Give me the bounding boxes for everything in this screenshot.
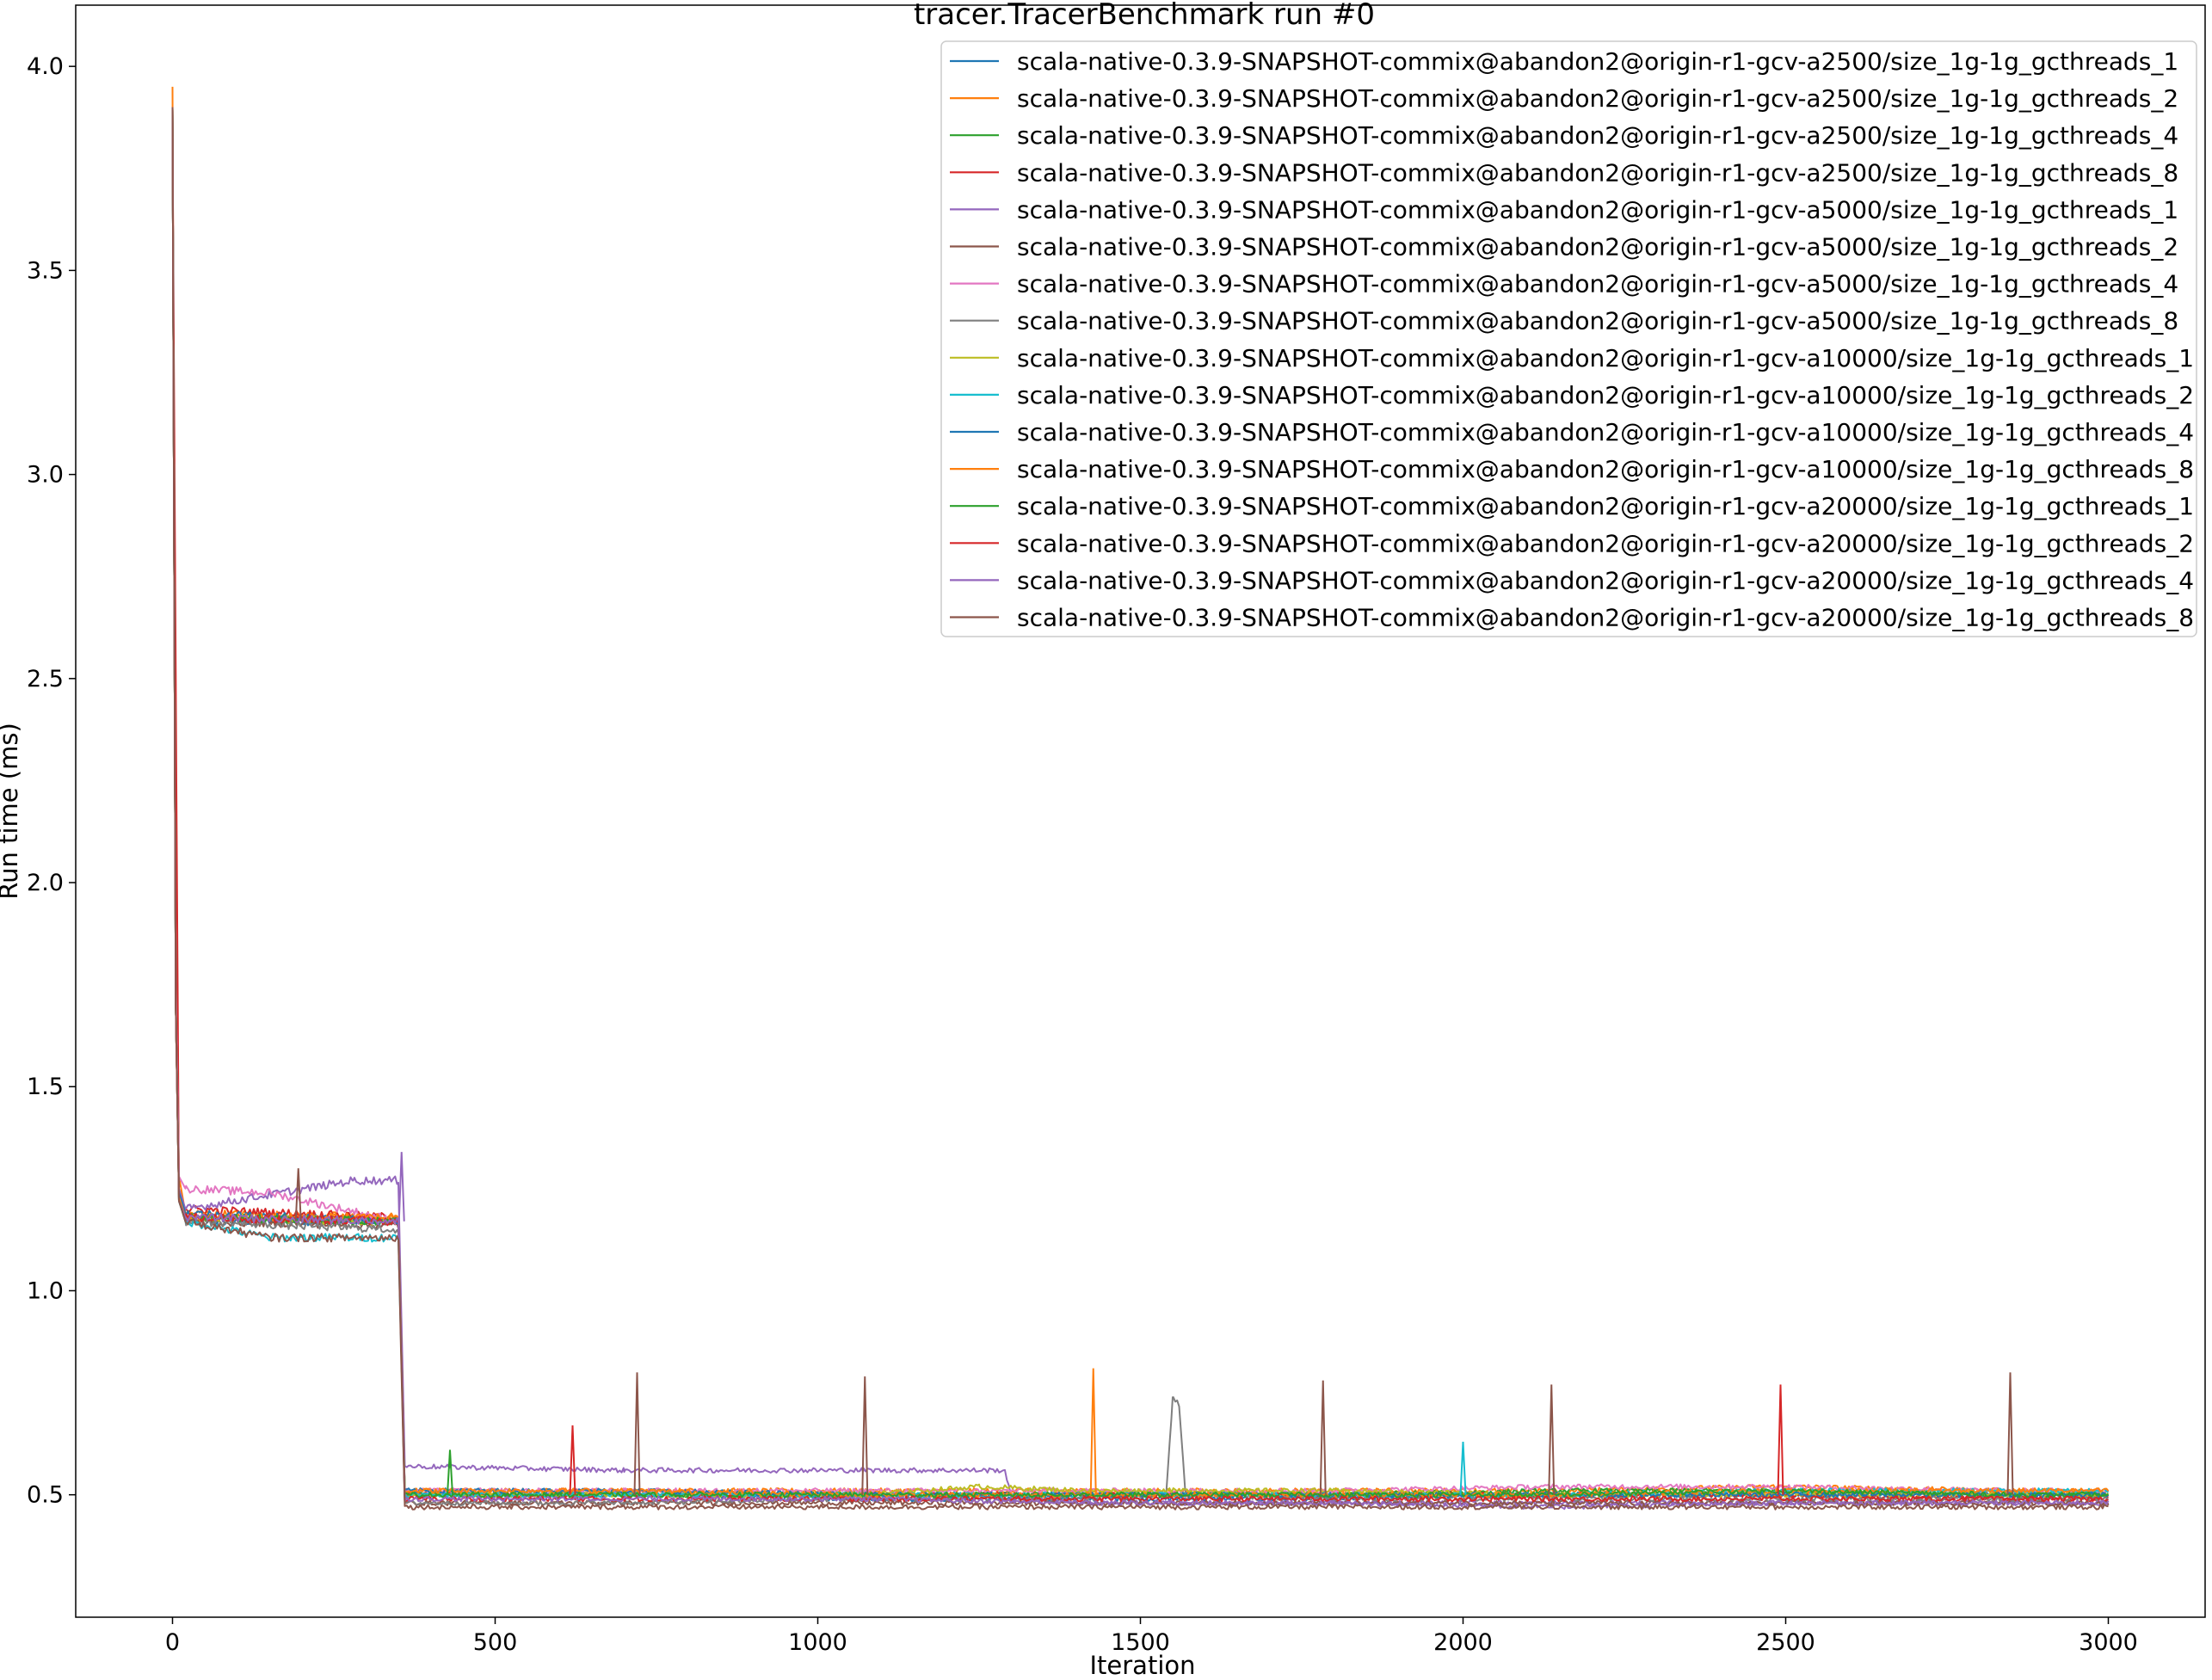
series-line-15 (171, 107, 2110, 1511)
x-tick-label: 3000 (2079, 1629, 2138, 1656)
x-axis-label: Iteration (1089, 1651, 1195, 1680)
y-tick-label: 1.5 (27, 1074, 64, 1100)
legend-entry: scala-native-0.3.9-SNAPSHOT-commix@aband… (1017, 121, 2178, 150)
spike-5 (1548, 1384, 1556, 1495)
y-tick-label: 2.0 (27, 870, 64, 896)
legend-entry: scala-native-0.3.9-SNAPSHOT-commix@aband… (1017, 455, 2194, 483)
x-tick-label: 500 (473, 1629, 518, 1656)
y-tick-label: 3.0 (27, 462, 64, 489)
y-axis-label: Run time (ms) (0, 723, 23, 900)
spike-10 (1459, 1441, 1467, 1495)
legend: scala-native-0.3.9-SNAPSHOT-commix@aband… (940, 40, 2197, 637)
legend-entry: scala-native-0.3.9-SNAPSHOT-commix@aband… (1017, 566, 2194, 594)
spike-2 (861, 1376, 869, 1495)
y-axis: 0.5 1.0 1.5 2.0 2.5 3.0 3.5 4.0 (27, 53, 76, 1509)
legend-entry: scala-native-0.3.9-SNAPSHOT-commix@aband… (1017, 47, 2178, 76)
x-tick-label: 2500 (1756, 1629, 1815, 1656)
spike-7 (2006, 1372, 2014, 1495)
spike-11 (294, 1168, 302, 1222)
x-axis: 0 500 1000 1500 2000 2500 3000 (165, 1617, 2138, 1656)
y-tick-label: 2.5 (27, 666, 64, 692)
spike-6 (1777, 1384, 1784, 1495)
legend-entry: scala-native-0.3.9-SNAPSHOT-commix@aband… (1017, 307, 2178, 335)
x-tick-label: 1500 (1111, 1629, 1170, 1656)
y-tick-label: 0.5 (27, 1482, 64, 1509)
legend-frame (940, 40, 2197, 637)
legend-entry: scala-native-0.3.9-SNAPSHOT-commix@aband… (1017, 529, 2194, 557)
y-tick-label: 1.0 (27, 1277, 64, 1304)
y-tick-label: 3.5 (27, 257, 64, 284)
x-tick-label: 2000 (1433, 1629, 1493, 1656)
legend-entry: scala-native-0.3.9-SNAPSHOT-commix@aband… (1017, 233, 2178, 262)
legend-entry: scala-native-0.3.9-SNAPSHOT-commix@aband… (1017, 158, 2178, 187)
spike-12 (397, 1152, 405, 1222)
spike-group (294, 1152, 2014, 1495)
legend-entry: scala-native-0.3.9-SNAPSHOT-commix@aband… (1017, 418, 2194, 446)
legend-entry: scala-native-0.3.9-SNAPSHOT-commix@aband… (1017, 604, 2194, 632)
spike-4 (1319, 1380, 1327, 1495)
spike-9 (447, 1449, 453, 1495)
spike-1 (633, 1372, 641, 1495)
spike-8 (569, 1425, 576, 1495)
plot-area (75, 4, 2206, 1618)
series-line-16 (171, 107, 2109, 1511)
y-tick-label: 4.0 (27, 53, 64, 80)
legend-entry: scala-native-0.3.9-SNAPSHOT-commix@aband… (1017, 84, 2178, 113)
legend-entry: scala-native-0.3.9-SNAPSHOT-commix@aband… (1017, 195, 2178, 224)
legend-entry: scala-native-0.3.9-SNAPSHOT-commix@aband… (1017, 381, 2194, 409)
x-tick-label: 1000 (788, 1629, 847, 1656)
legend-entry: scala-native-0.3.9-SNAPSHOT-commix@aband… (1017, 492, 2194, 520)
legend-entry: scala-native-0.3.9-SNAPSHOT-commix@aband… (1017, 270, 2178, 298)
spike-3 (1089, 1368, 1097, 1495)
legend-entry: scala-native-0.3.9-SNAPSHOT-commix@aband… (1017, 344, 2194, 372)
x-tick-label: 0 (165, 1629, 180, 1656)
